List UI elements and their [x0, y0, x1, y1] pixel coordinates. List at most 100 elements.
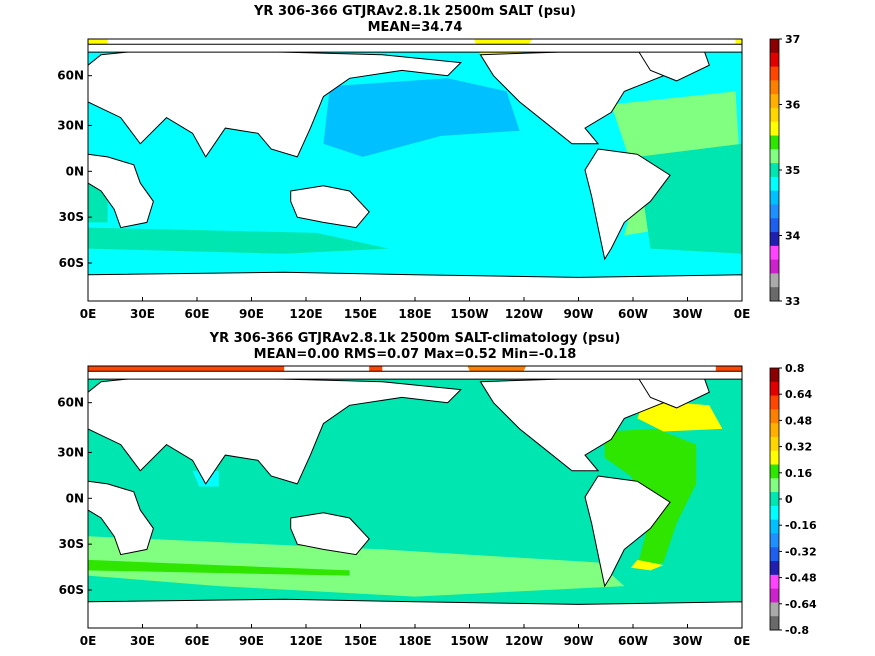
colorbar-tick-label: 0.64: [785, 388, 812, 401]
colorbar-tick-label: -0.64: [785, 598, 817, 611]
map-panel-1: [87, 38, 782, 302]
colorbar-tick-label: 35: [785, 164, 800, 177]
y-tick-label: 30N: [57, 445, 84, 459]
x-tick-label: 60E: [185, 307, 210, 321]
colorbar-swatch: [770, 533, 779, 548]
y-tick-label: 0N: [66, 164, 84, 178]
colorbar-swatch: [770, 464, 779, 479]
colorbar-tick-label: 0: [785, 493, 793, 506]
colorbar-swatch: [770, 163, 779, 178]
y-tick-label: 30S: [59, 537, 84, 551]
colorbar-swatch: [770, 381, 779, 397]
land-south-america: [584, 475, 671, 588]
colorbar-swatch: [770, 80, 779, 95]
salinity-region-4: [88, 227, 389, 254]
chart-title-2: YR 306-366 GTJRAv2.8.1k 2500m SALT-clima…: [209, 331, 621, 346]
x-tick-label: 150W: [450, 307, 488, 321]
x-tick-label: 90E: [239, 307, 264, 321]
x-tick-label: 60W: [618, 634, 648, 648]
chart-title-1: YR 306-366 GTJRAv2.8.1k 2500m SALT (psu): [254, 4, 576, 19]
colorbar-swatch: [770, 121, 779, 137]
y-tick-label: 60N: [57, 396, 84, 410]
x-tick-label: 150E: [344, 307, 377, 321]
colorbar-swatch: [770, 204, 779, 219]
colorbar-swatch: [770, 218, 779, 233]
colorbar-swatch: [770, 368, 779, 383]
y-tick-label: 60S: [59, 583, 84, 597]
land-south-america: [584, 148, 671, 261]
salinity-region-4: [637, 400, 723, 432]
x-tick-label: 90W: [564, 634, 594, 648]
colorbar-swatch: [770, 94, 779, 109]
colorbar-tick-label: 0.16: [785, 467, 812, 480]
x-tick-label: 30E: [130, 634, 155, 648]
x-tick-label: 0E: [734, 634, 751, 648]
land-africa: [87, 153, 154, 229]
colorbar-swatch: [770, 395, 779, 410]
colorbar-swatch: [770, 602, 779, 617]
x-tick-label: 30W: [673, 307, 703, 321]
y-tick-label: 60N: [57, 69, 84, 83]
x-tick-label: 150E: [344, 634, 377, 648]
x-tick-label: 60E: [185, 634, 210, 648]
x-tick-label: 120W: [505, 307, 543, 321]
y-tick-label: 60S: [59, 256, 84, 270]
colorbar-swatch: [770, 149, 779, 164]
colorbar-swatch: [770, 519, 779, 534]
colorbar-swatch: [770, 66, 779, 81]
chart-subtitle-2: MEAN=0.00 RMS=0.07 Max=0.52 Min=-0.18: [253, 347, 577, 362]
colorbar-tick-label: -0.48: [785, 572, 817, 585]
x-tick-label: 120W: [505, 634, 543, 648]
colorbar-tick-label: 0.8: [785, 362, 805, 375]
land-eurasia: [87, 375, 462, 485]
land-australia: [290, 185, 370, 229]
salinity-region-7: [88, 39, 108, 45]
x-tick-label: 0E: [80, 307, 97, 321]
colorbar-swatch: [770, 273, 779, 288]
colorbar-swatch: [770, 259, 779, 274]
land-arctic-strip: [87, 370, 743, 380]
land-australia: [290, 512, 370, 556]
salinity-region-5: [630, 559, 664, 571]
colorbar-swatch: [770, 52, 779, 68]
colorbar-tick-label: 37: [785, 33, 800, 46]
map-panel-2: [87, 365, 782, 631]
salinity-region-2: [637, 143, 742, 254]
salinity-region-8: [735, 39, 742, 45]
y-tick-label: 30N: [57, 118, 84, 132]
colorbar-tick-label: -0.8: [785, 624, 809, 637]
colorbar-tick-label: 0.48: [785, 414, 812, 427]
x-tick-label: 180E: [398, 634, 431, 648]
colorbar-swatch: [770, 574, 779, 590]
land-arctic-strip: [87, 43, 743, 53]
colorbar-tick-label: 33: [785, 295, 800, 308]
colorbar-swatch: [770, 423, 779, 438]
colorbar-swatch: [770, 190, 779, 205]
x-tick-label: 180E: [398, 307, 431, 321]
colorbar-swatch: [770, 232, 779, 247]
land-antarctica: [87, 598, 743, 629]
colorbar-swatch: [770, 107, 779, 123]
colorbar-tick-label: -0.32: [785, 545, 817, 558]
colorbar-swatch: [770, 478, 779, 493]
salinity-region-7: [88, 366, 285, 372]
colorbar-tick-label: 34: [785, 230, 801, 243]
colorbar-swatch: [770, 287, 779, 302]
salinity-region-3: [88, 559, 350, 576]
y-tick-label: 30S: [59, 210, 84, 224]
colorbar-swatch: [770, 561, 779, 576]
x-tick-label: 90E: [239, 634, 264, 648]
salinity-region-8: [369, 366, 383, 372]
x-tick-label: 30W: [673, 634, 703, 648]
x-tick-label: 120E: [289, 307, 322, 321]
salinity-region-1: [88, 536, 625, 597]
x-tick-label: 90W: [564, 307, 594, 321]
colorbar-swatch: [770, 547, 779, 562]
colorbar-swatch: [770, 588, 779, 603]
colorbar-swatch: [770, 616, 779, 631]
colorbar-tick-label: 36: [785, 99, 801, 112]
salinity-region-3: [323, 78, 520, 157]
colorbar-swatch: [770, 39, 779, 54]
x-tick-label: 30E: [130, 307, 155, 321]
